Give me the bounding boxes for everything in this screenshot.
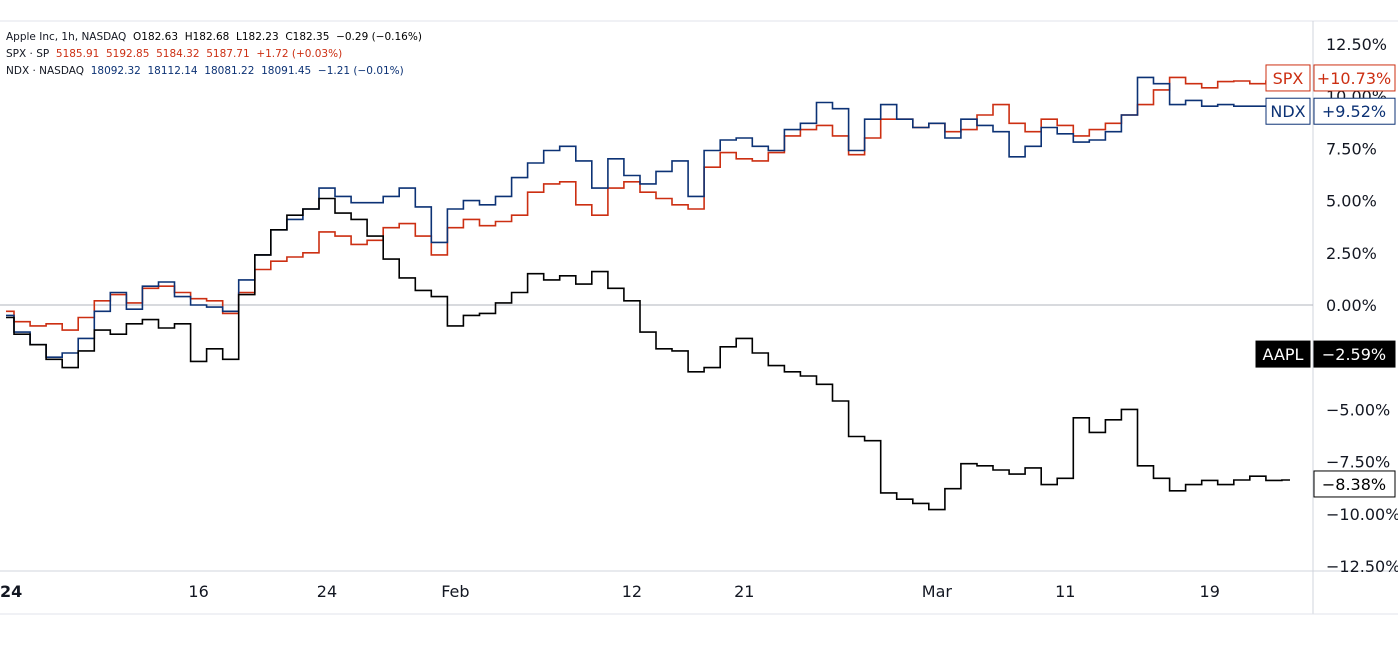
legend-low: 5184.32 — [156, 48, 200, 60]
time-scale[interactable]: 24 16 24 Feb 12 21 Mar 11 19 — [0, 582, 1220, 601]
badge-value-box — [1313, 340, 1396, 368]
series-line-spx — [6, 76, 1290, 331]
x-tick-label: Mar — [922, 582, 953, 601]
last-value-badges: SPX +10.73% NDX +9.52% AAPL −2.59% −8.38% — [1255, 64, 1396, 498]
badge-value: +10.73% — [1317, 69, 1391, 88]
badge-name: NDX — [1270, 102, 1305, 121]
legend-close: C182.35 — [285, 31, 330, 43]
legend-label: NDX · NASDAQ — [6, 65, 85, 77]
badge-value: +9.52% — [1322, 102, 1386, 121]
x-tick-label: 12 — [622, 582, 642, 601]
x-tick-label: 24 — [0, 582, 22, 601]
legend-open: 18092.32 — [90, 65, 141, 77]
legend-label: SPX · SP — [6, 48, 50, 60]
legend-close: 5187.71 — [206, 48, 250, 60]
y-tick-label: 5.00% — [1326, 192, 1377, 211]
x-tick-label: Feb — [441, 582, 469, 601]
badge-value: −2.59% — [1322, 345, 1386, 364]
legend-close: 18091.45 — [261, 65, 312, 77]
badge-value-box — [1313, 470, 1396, 498]
legend-change: +1.72 (+0.03%) — [256, 48, 343, 60]
series-line-aapl — [6, 197, 1290, 511]
legend-row-spx[interactable]: SPX · SP 5185.91 5192.85 5184.32 5187.71… — [6, 46, 422, 63]
legend-high: 18112.14 — [147, 65, 198, 77]
y-tick-label: −10.00% — [1326, 505, 1398, 524]
legend-low: L182.23 — [236, 31, 279, 43]
x-tick-label: 16 — [188, 582, 208, 601]
chart-legend: Apple Inc, 1h, NASDAQ O182.63 H182.68 L1… — [6, 29, 422, 80]
x-tick-label: 11 — [1055, 582, 1075, 601]
legend-change: −1.21 (−0.01%) — [317, 65, 404, 77]
legend-high: 5192.85 — [106, 48, 150, 60]
x-tick-label: 19 — [1200, 582, 1220, 601]
legend-row-ndx[interactable]: NDX · NASDAQ 18092.32 18112.14 18081.22 … — [6, 63, 422, 80]
y-tick-label: −7.50% — [1326, 453, 1390, 472]
x-tick-label: 21 — [734, 582, 754, 601]
badge-name-box — [1255, 340, 1311, 368]
y-tick-label: 12.50% — [1326, 35, 1387, 54]
y-tick-label: −5.00% — [1326, 400, 1390, 419]
legend-label: Apple Inc, 1h, NASDAQ — [6, 31, 127, 43]
badge-name-box — [1265, 97, 1311, 125]
legend-change: −0.29 (−0.16%) — [336, 31, 422, 43]
badge-value-box — [1313, 64, 1396, 92]
badge-name-box — [1265, 64, 1311, 92]
legend-open: O182.63 — [133, 31, 179, 43]
badge-value: −8.38% — [1322, 475, 1386, 494]
series-layer — [6, 76, 1290, 511]
y-tick-label: 2.50% — [1326, 244, 1377, 263]
legend-low: 18081.22 — [204, 65, 255, 77]
y-tick-label: 0.00% — [1326, 296, 1377, 315]
x-tick-label: 24 — [317, 582, 337, 601]
badge-name: AAPL — [1263, 345, 1304, 364]
legend-row-aapl[interactable]: Apple Inc, 1h, NASDAQ O182.63 H182.68 L1… — [6, 29, 422, 46]
y-tick-label: 7.50% — [1326, 139, 1377, 158]
badge-value-box — [1313, 97, 1396, 125]
legend-open: 5185.91 — [55, 48, 100, 60]
legend-high: H182.68 — [184, 31, 230, 43]
series-line-ndx — [6, 76, 1290, 358]
y-tick-label: −12.50% — [1326, 557, 1398, 576]
badge-name: SPX — [1273, 69, 1304, 88]
